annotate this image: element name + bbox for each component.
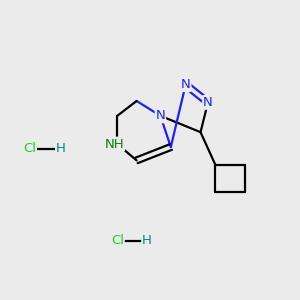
Text: N: N xyxy=(155,109,165,122)
Text: NH: NH xyxy=(104,138,124,151)
Text: N: N xyxy=(203,96,213,109)
Text: Cl: Cl xyxy=(23,142,36,155)
Text: H: H xyxy=(142,234,152,247)
Text: H: H xyxy=(56,142,66,155)
Text: N: N xyxy=(181,78,190,91)
Text: Cl: Cl xyxy=(111,234,124,247)
